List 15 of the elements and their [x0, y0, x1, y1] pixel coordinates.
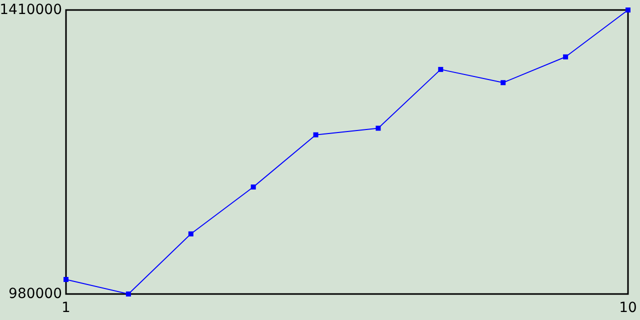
x-tick-label: 10: [619, 300, 637, 316]
point: [438, 66, 444, 72]
y-tick-label: 980000: [8, 286, 62, 302]
point: [126, 292, 131, 296]
point: [500, 80, 506, 86]
point: [250, 184, 256, 190]
line-series: [64, 8, 630, 296]
point: [376, 126, 381, 131]
point: [626, 8, 630, 12]
x-tick-label: 1: [62, 300, 70, 316]
point: [64, 276, 68, 282]
point: [313, 132, 318, 138]
point: [188, 231, 194, 236]
y-tick-label: 1410000: [0, 2, 62, 18]
point: [563, 54, 568, 60]
